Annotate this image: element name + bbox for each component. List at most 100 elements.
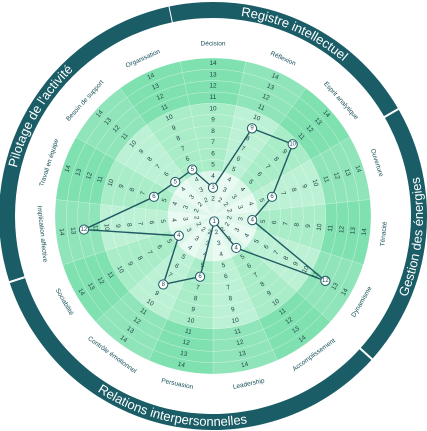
tick-label: 11 bbox=[106, 271, 116, 281]
tick-label: 10 bbox=[209, 105, 217, 112]
tick-label: 8 bbox=[259, 280, 266, 288]
profile-line bbox=[83, 127, 327, 286]
sector-label: Ténacité bbox=[379, 221, 389, 247]
data-point-label: 8 bbox=[162, 282, 166, 288]
data-point-label: 1 bbox=[213, 219, 217, 225]
tick-label: 11 bbox=[160, 103, 169, 112]
tick-label: 13 bbox=[238, 350, 247, 358]
tick-label: 13 bbox=[86, 282, 96, 292]
data-point bbox=[78, 224, 90, 235]
tick-label: 5 bbox=[247, 178, 255, 186]
tick-label: 14 bbox=[209, 60, 217, 67]
tick-label: 9 bbox=[171, 124, 178, 132]
tick-label: 12 bbox=[209, 83, 217, 90]
tick-label: 3 bbox=[226, 235, 233, 243]
tick-label: 7 bbox=[282, 221, 289, 226]
tick-label: 2 bbox=[207, 229, 212, 237]
tick-label: 11 bbox=[296, 132, 306, 142]
tick-label: 14 bbox=[119, 334, 129, 344]
tick-label: 13 bbox=[266, 82, 276, 91]
tick-label: 3 bbox=[221, 186, 228, 194]
data-point bbox=[187, 164, 198, 175]
tick-label: 12 bbox=[304, 124, 314, 134]
tick-label: 8 bbox=[136, 255, 144, 262]
tick-label: 6 bbox=[185, 155, 192, 163]
tick-label: 6 bbox=[235, 155, 242, 163]
tick-label: 3 bbox=[216, 240, 221, 248]
tick-label: 6 bbox=[155, 244, 163, 251]
tick-label: 13 bbox=[343, 168, 352, 177]
data-point bbox=[287, 139, 298, 150]
tick-label: 10 bbox=[252, 113, 262, 122]
tick-label: 8 bbox=[294, 222, 301, 227]
group-ring-segment bbox=[360, 109, 427, 360]
tick-label: 11 bbox=[278, 307, 288, 317]
tick-label: 7 bbox=[166, 271, 173, 279]
tick-label: 2 bbox=[211, 196, 215, 203]
data-point bbox=[170, 176, 181, 188]
tick-label: 14 bbox=[240, 361, 249, 369]
tick-label: 5 bbox=[231, 166, 238, 174]
data-point-label: 9 bbox=[250, 126, 254, 132]
tick-label: 4 bbox=[226, 176, 233, 184]
tick-label: 12 bbox=[96, 276, 106, 286]
tick-label: 12 bbox=[132, 316, 142, 326]
tick-label: 6 bbox=[263, 243, 271, 250]
tick-label: 3 bbox=[193, 235, 200, 243]
data-point bbox=[266, 191, 278, 202]
tick-label: 11 bbox=[184, 328, 192, 336]
tick-label: 10 bbox=[165, 113, 175, 122]
tick-label: 8 bbox=[272, 156, 280, 164]
data-point-label: 4 bbox=[235, 245, 239, 251]
tick-label: 7 bbox=[146, 249, 154, 256]
tick-label: 2 bbox=[200, 226, 207, 234]
tick-label: 4 bbox=[211, 173, 215, 180]
tick-label: 10 bbox=[103, 223, 111, 231]
tick-label: 8 bbox=[282, 255, 290, 262]
tick-label: 13 bbox=[151, 82, 161, 91]
tick-label: 7 bbox=[136, 222, 143, 227]
tick-label: 14 bbox=[298, 334, 308, 344]
data-point-label: 5 bbox=[174, 179, 178, 185]
tick-label: 2 bbox=[192, 216, 199, 221]
tick-label: 13 bbox=[209, 71, 217, 78]
tick-label: 4 bbox=[194, 176, 201, 184]
tick-label: 8 bbox=[211, 128, 215, 135]
tick-label: 4 bbox=[170, 218, 177, 223]
tick-label: 9 bbox=[230, 306, 235, 314]
data-point bbox=[194, 271, 206, 282]
tick-label: 8 bbox=[146, 155, 154, 163]
tick-label: 8 bbox=[129, 187, 137, 193]
tick-label: 5 bbox=[260, 219, 267, 224]
tick-label: 10 bbox=[231, 317, 240, 325]
tick-label: 5 bbox=[180, 253, 187, 261]
tick-label: 7 bbox=[253, 271, 260, 279]
tick-label: 5 bbox=[257, 198, 265, 204]
tick-label: 3 bbox=[236, 205, 244, 211]
group-ring-segment bbox=[168, 1, 399, 118]
tick-label: 14 bbox=[76, 287, 86, 297]
tick-label: 10 bbox=[107, 178, 116, 187]
data-point bbox=[207, 182, 219, 193]
tick-label: 4 bbox=[186, 244, 193, 252]
tick-label: 3 bbox=[182, 204, 190, 210]
tick-label: 11 bbox=[96, 175, 105, 184]
tick-label: 6 bbox=[271, 220, 278, 225]
tick-label: 13 bbox=[349, 226, 357, 234]
tick-label: 8 bbox=[193, 295, 198, 303]
data-point bbox=[209, 216, 220, 227]
tick-label: 14 bbox=[340, 287, 350, 297]
data-point-label: 5 bbox=[191, 167, 195, 173]
tick-label: 4 bbox=[219, 251, 224, 259]
tick-label: 12 bbox=[338, 225, 346, 233]
tick-label: 13 bbox=[74, 168, 83, 177]
tick-label: 4 bbox=[239, 186, 247, 194]
tick-label: 8 bbox=[176, 135, 183, 143]
tick-label: 11 bbox=[257, 103, 266, 112]
tick-label: 2 bbox=[219, 226, 226, 234]
tick-label: 11 bbox=[210, 94, 217, 101]
data-point bbox=[246, 123, 258, 134]
tick-label: 2 bbox=[225, 208, 233, 214]
